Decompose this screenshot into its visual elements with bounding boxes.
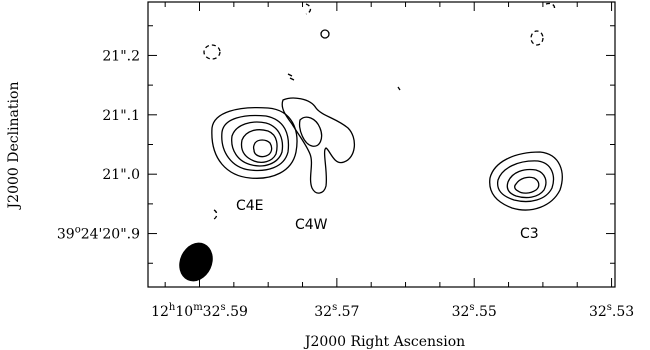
neg-contour-4 [545, 2, 556, 11]
contour-c3-1 [489, 151, 563, 211]
contour-c4w [281, 97, 355, 194]
contour-c3-4 [514, 176, 540, 194]
contour-c3-3 [506, 168, 547, 199]
contour-c4e-3 [231, 121, 284, 167]
y-tick-label: 21".1 [102, 108, 140, 124]
source-label-c3: C3 [520, 226, 539, 242]
neg-contour-1 [203, 44, 221, 60]
small-contour-3 [397, 86, 401, 91]
contour-c4e-4 [240, 129, 278, 163]
neg-contour-3 [305, 3, 312, 15]
x-tick-label: 32s.55 [452, 302, 497, 320]
y-tick-label: 21".0 [102, 167, 140, 183]
contour-c3-2 [496, 160, 555, 203]
x-axis-title: J2000 Right Ascension [303, 334, 465, 350]
source-label-c4w: C4W [295, 217, 328, 233]
source-label-c4e: C4E [236, 198, 264, 214]
x-tick-label: 32s.53 [589, 302, 634, 320]
x-tick-labels: 12h10m32s.59 32s.57 32s.55 32s.53 [151, 302, 634, 320]
neg-contour-5 [211, 209, 218, 221]
y-tick-labels: 39o24'20".9 21".0 21".1 21".2 [57, 48, 140, 242]
y-axis-title: J2000 Declination [6, 82, 22, 211]
axis-ticks [148, 2, 615, 287]
contour-c4e-5 [252, 139, 273, 158]
contour-c4e-1 [211, 106, 298, 179]
contour-c4w-inner [298, 116, 323, 147]
x-tick-label: 32s.57 [314, 302, 359, 320]
beam-ellipse [179, 242, 213, 282]
neg-contour-2 [530, 30, 544, 46]
plot-frame [147, 1, 616, 288]
y-tick-label: 39o24'20".9 [57, 225, 140, 243]
x-tick-label: 12h10m32s.59 [151, 302, 248, 320]
small-contour-1 [320, 29, 330, 39]
y-tick-label: 21".2 [102, 48, 140, 64]
contour-c4e-2 [221, 114, 290, 172]
small-contour-2 [287, 73, 295, 81]
contours [179, 2, 563, 282]
